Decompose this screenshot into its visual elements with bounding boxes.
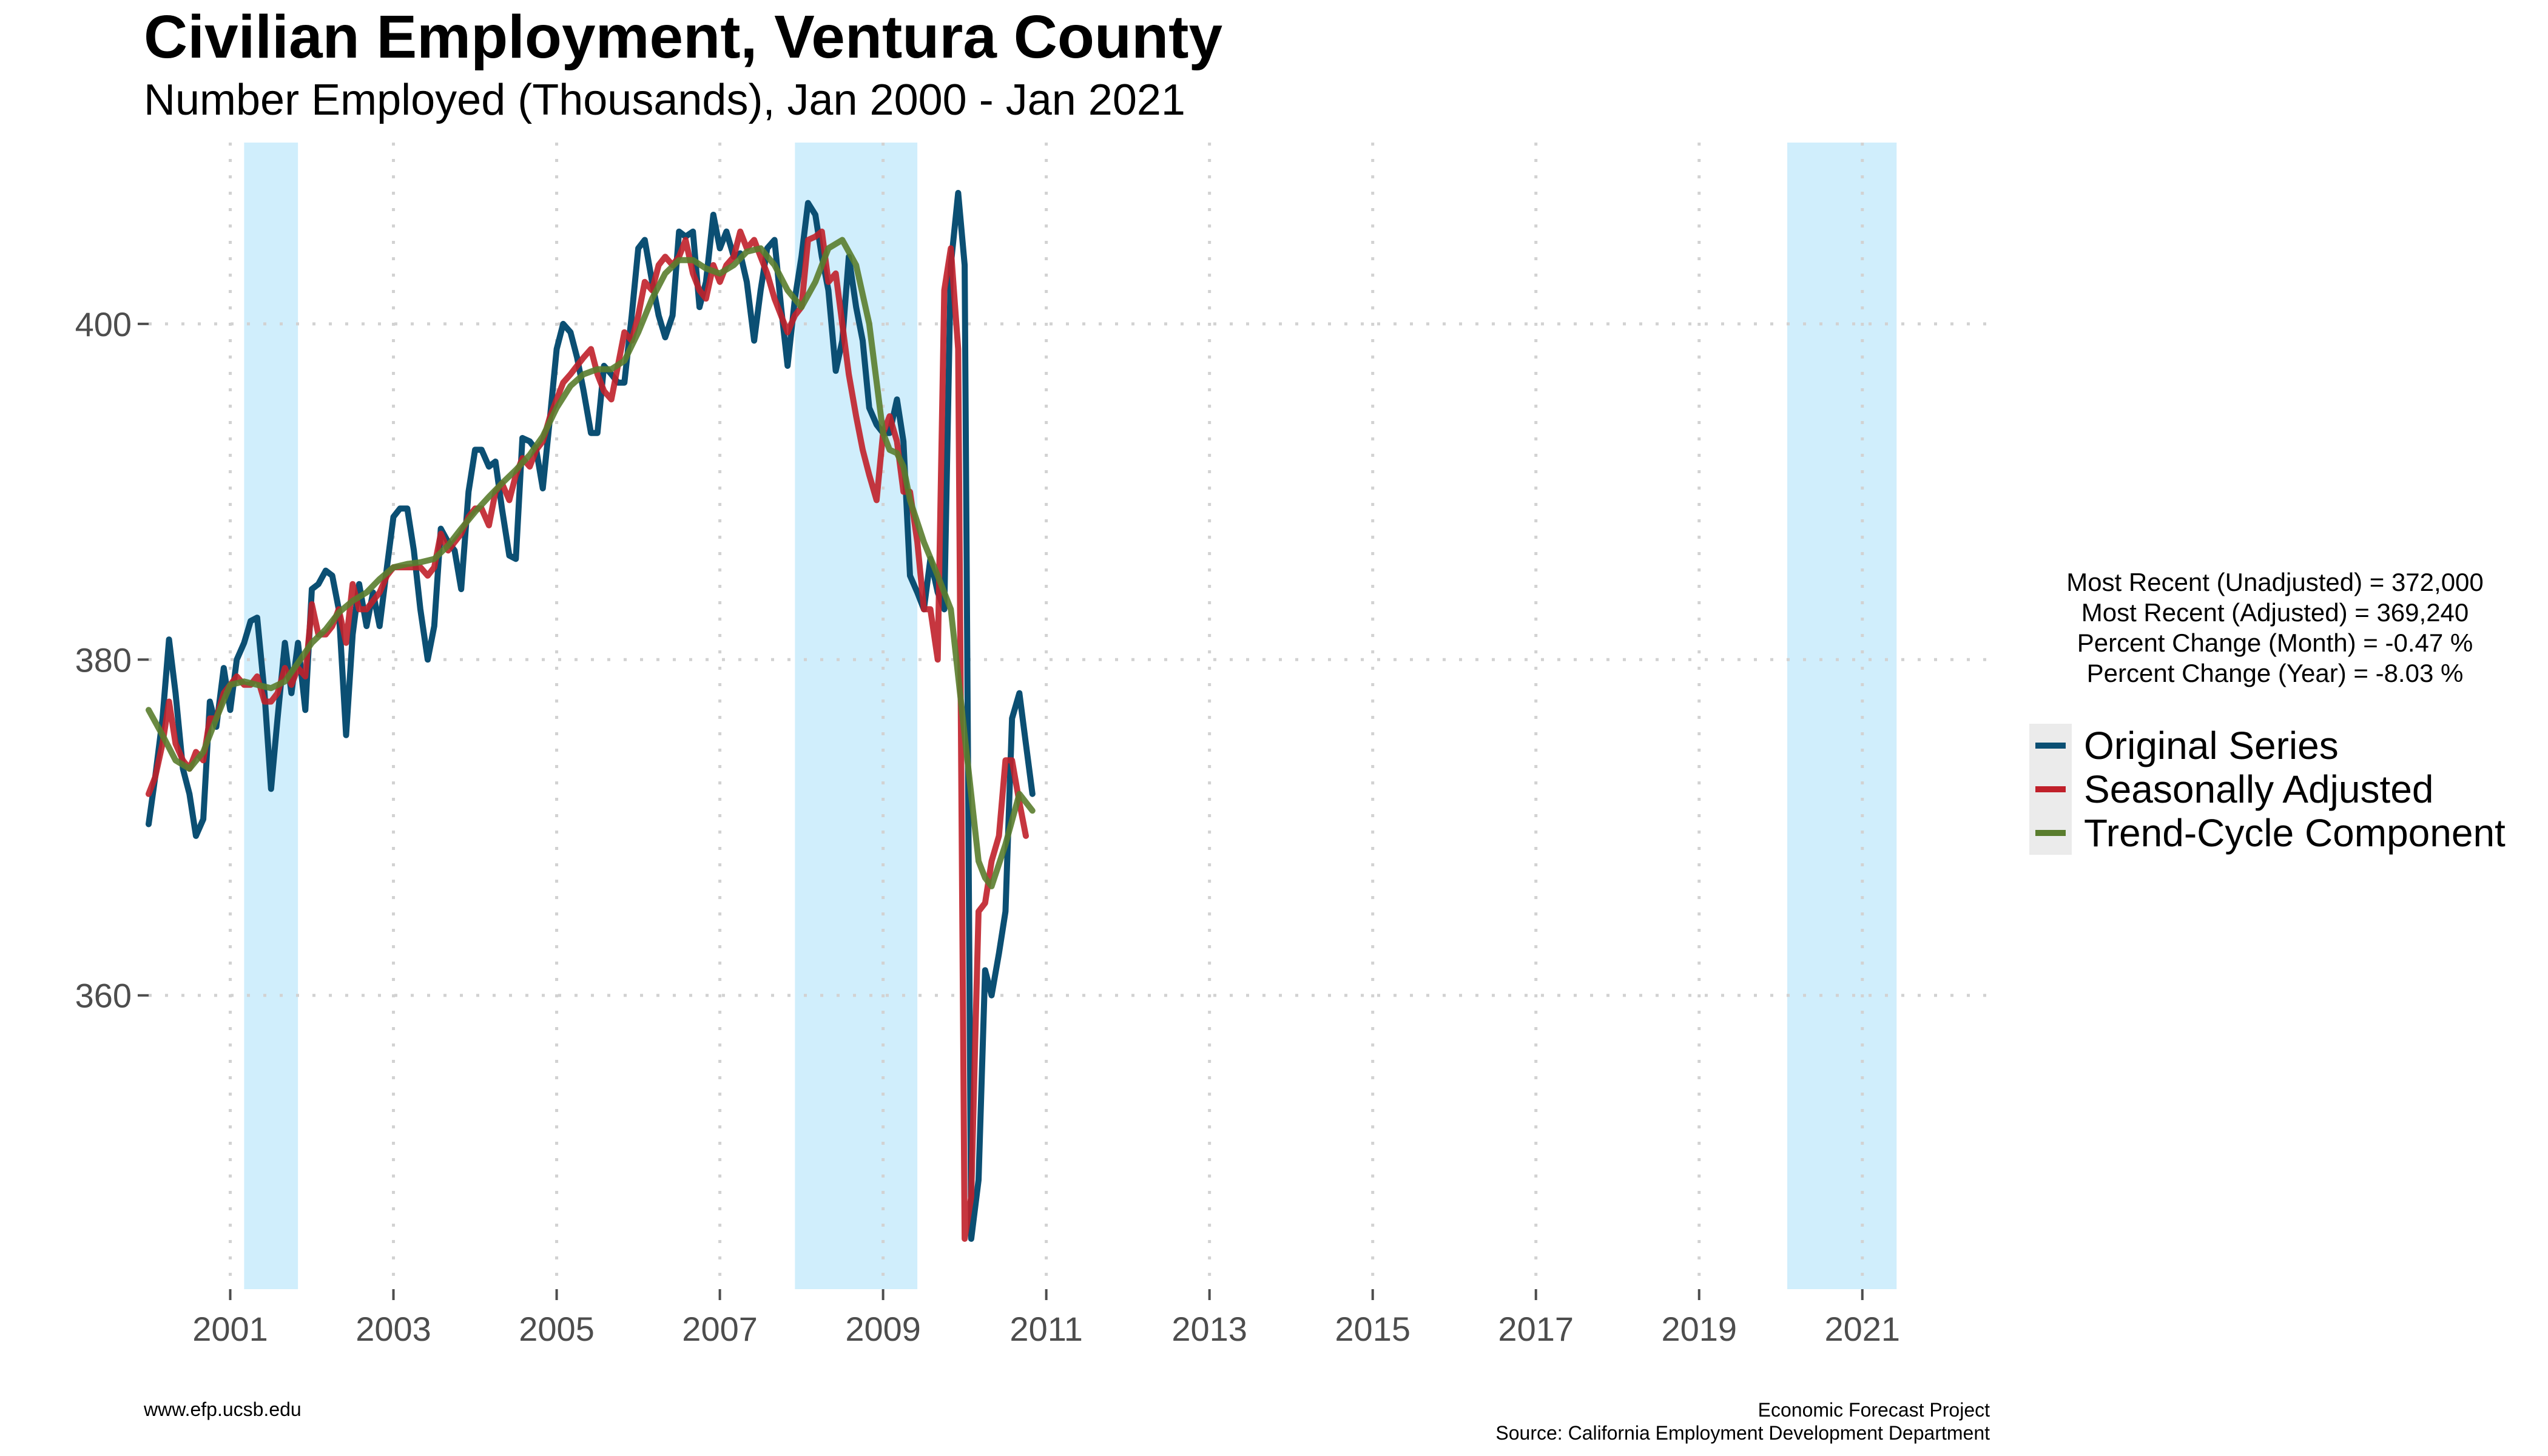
series-line-1 — [146, 228, 1029, 1242]
recession-band-2 — [1787, 143, 1897, 1289]
legend-key-adjusted — [2029, 767, 2072, 811]
recession-band-1 — [795, 143, 918, 1289]
legend-key-trend — [2029, 811, 2072, 855]
recession-band-0 — [244, 143, 298, 1289]
stat-percent-change-month: Percent Change (Month) = -0.47 % — [2077, 629, 2473, 657]
legend-label-trend: Trend-Cycle Component — [2084, 811, 2506, 855]
recession-bands — [244, 143, 1897, 1289]
axis-ticks: 360 380 400 2001 2003 2005 2007 2009 2011 2013 201… — [75, 305, 1901, 1348]
footer-website: www.efp.ucsb.edu — [144, 1398, 302, 1420]
stat-most-recent-unadjusted: Most Recent (Unadjusted) = 372,000 — [2066, 568, 2484, 596]
y-tick-label-380: 380 — [75, 641, 132, 679]
legend-label-adjusted: Seasonally Adjusted — [2084, 767, 2434, 811]
stat-most-recent-adjusted: Most Recent (Adjusted) = 369,240 — [2081, 598, 2469, 627]
y-tick-label-400: 400 — [75, 305, 132, 343]
x-tick-label-2021: 2021 — [1824, 1310, 1900, 1348]
legend-label-original: Original Series — [2084, 724, 2339, 767]
x-tick-label-2013: 2013 — [1171, 1310, 1247, 1348]
legend-key-original — [2029, 724, 2072, 767]
x-tick-label-2011: 2011 — [1009, 1310, 1082, 1348]
x-tick-label-2003: 2003 — [356, 1310, 431, 1348]
x-tick-label-2017: 2017 — [1498, 1310, 1574, 1348]
x-tick-label-2005: 2005 — [519, 1310, 595, 1348]
x-tick-label-2015: 2015 — [1335, 1310, 1410, 1348]
series-lines — [146, 190, 1036, 1242]
chart-title: Civilian Employment, Ventura County — [144, 3, 1223, 71]
x-tick-label-2009: 2009 — [845, 1310, 921, 1348]
chart-subtitle: Number Employed (Thousands), Jan 2000 - … — [144, 76, 1185, 124]
stat-percent-change-year: Percent Change (Year) = -8.03 % — [2086, 659, 2464, 687]
footer-source-line1: Economic Forecast Project — [1758, 1399, 1990, 1421]
x-tick-label-2001: 2001 — [192, 1310, 268, 1348]
footer-source: Economic Forecast Project Source: Califo… — [1495, 1398, 1990, 1444]
footer-source-line2: Source: California Employment Developmen… — [1495, 1422, 1990, 1444]
x-tick-label-2019: 2019 — [1661, 1310, 1737, 1348]
y-tick-label-360: 360 — [75, 977, 132, 1015]
x-tick-label-2007: 2007 — [682, 1310, 758, 1348]
stats-box: Most Recent (Unadjusted) = 372,000 Most … — [2002, 567, 2548, 689]
series-line-2 — [146, 237, 1036, 889]
grid-lines — [149, 143, 1993, 1289]
